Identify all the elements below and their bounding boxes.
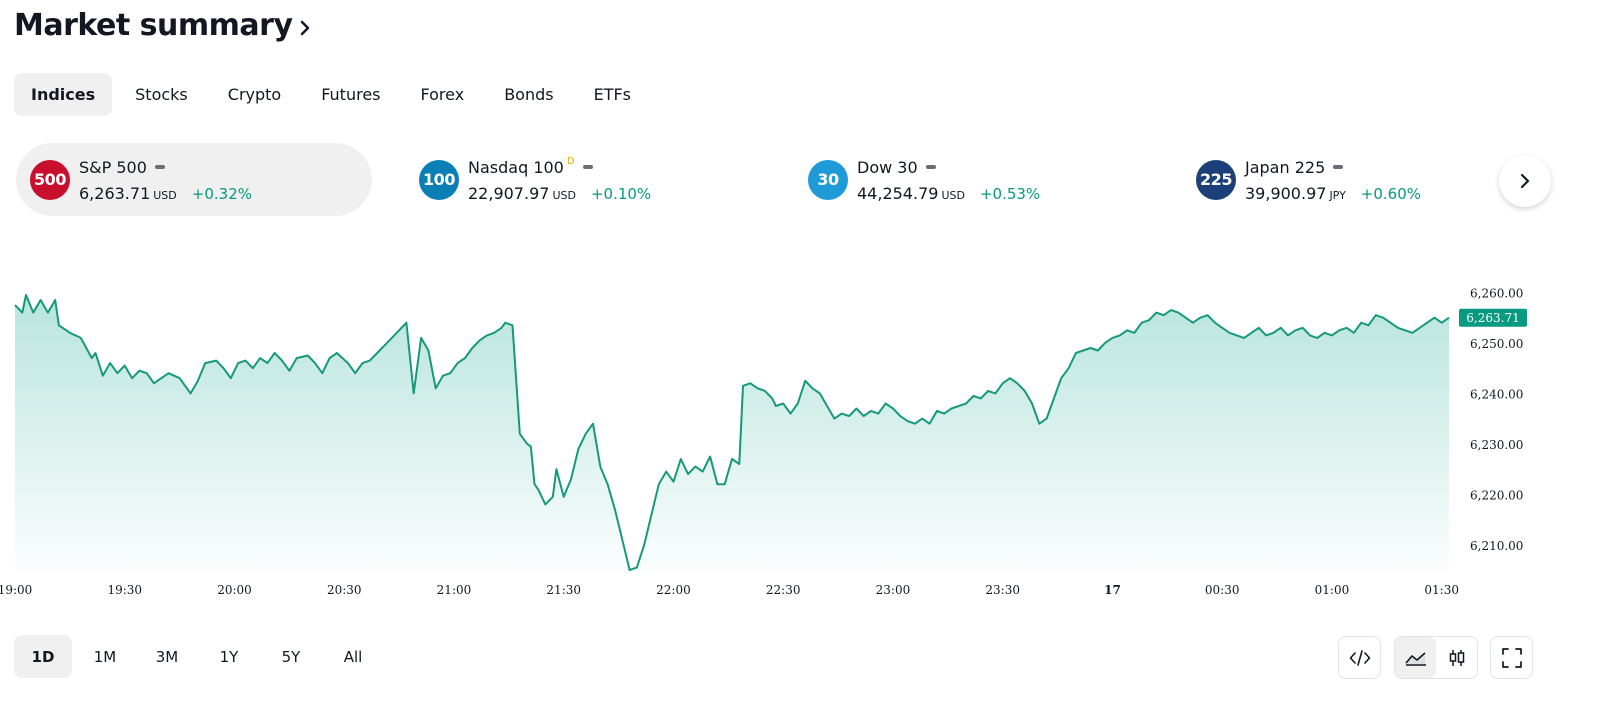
tab-forex[interactable]: Forex [420, 85, 465, 104]
area-chart-icon [1404, 651, 1426, 666]
ticker-change: +0.10% [590, 185, 652, 203]
market-status-icon [925, 165, 936, 169]
x-tick-label: 21:00 [437, 583, 472, 597]
x-tick-label: 23:30 [985, 583, 1020, 597]
y-tick-label: 6,240.00 [1470, 387, 1523, 401]
ticker-value: 44,254.79 [857, 184, 939, 203]
x-tick-label: 19:00 [0, 583, 32, 597]
tab-etfs[interactable]: ETFs [593, 85, 632, 104]
tab-futures[interactable]: Futures [321, 85, 381, 104]
delayed-badge: D [566, 155, 575, 167]
range-1m[interactable]: 1M [93, 647, 117, 666]
x-axis: 19:00 19:30 20:00 20:30 21:00 21:30 22:00 22:30… [0, 583, 1459, 597]
x-tick-label: 20:30 [327, 583, 362, 597]
x-tick-label: 20:00 [217, 583, 252, 597]
ticker-name: Nasdaq 100 [468, 157, 564, 177]
market-summary-title-link[interactable]: Market summary [14, 8, 311, 43]
ticker-dow30[interactable]: 30 Dow 30 44,254.79 USD +0.53% [794, 143, 1150, 216]
market-status-icon [154, 165, 165, 169]
x-tick-label: 21:30 [546, 583, 581, 597]
chart-type-toggle [1394, 636, 1478, 679]
range-1d[interactable]: 1D [14, 635, 72, 678]
candlestick-icon [1449, 649, 1464, 666]
price-area-fill [15, 295, 1449, 570]
embed-button[interactable] [1338, 636, 1381, 679]
ticker-currency: JPY [1329, 189, 1346, 202]
y-tick-label: 6,220.00 [1470, 488, 1523, 502]
range-5y[interactable]: 5Y [281, 647, 301, 666]
ticker-logo: 100 [419, 159, 459, 200]
ticker-logo: 30 [808, 159, 848, 200]
y-axis: 6,260.00 6,250.00 6,240.00 6,230.00 6,220.00… [1470, 286, 1523, 552]
ticker-nasdaq100[interactable]: 100 Nasdaq 100 D 22,907.97 USD +0.10% [405, 143, 761, 216]
ticker-name: Japan 225 [1245, 157, 1326, 177]
range-1y[interactable]: 1Y [219, 647, 239, 666]
range-all[interactable]: All [343, 647, 363, 666]
x-tick-label: 22:00 [656, 583, 691, 597]
fullscreen-button[interactable] [1490, 636, 1533, 679]
x-tick-label: 01:00 [1315, 583, 1350, 597]
ticker-change: +0.60% [1360, 185, 1422, 203]
x-tick-label: 22:30 [766, 583, 801, 597]
chevron-right-icon [1520, 173, 1530, 189]
ticker-currency: USD [941, 189, 965, 202]
x-tick-label: 00:30 [1205, 583, 1240, 597]
y-tick-label: 6,250.00 [1470, 337, 1523, 351]
range-selector: 1D 1M 3M 1Y 5Y All [14, 635, 386, 678]
x-tick-label: 19:30 [107, 583, 142, 597]
ticker-value: 22,907.97 [468, 184, 550, 203]
y-tick-label: 6,260.00 [1470, 286, 1523, 300]
current-price-tag-bg [1459, 308, 1527, 327]
price-chart: 6,260.00 6,250.00 6,240.00 6,230.00 6,220.00… [0, 230, 1600, 610]
page-title: Market summary [14, 8, 293, 43]
x-tick-label: 17 [1104, 583, 1121, 597]
ticker-name: Dow 30 [857, 157, 918, 177]
tab-bonds[interactable]: Bonds [504, 85, 554, 104]
ticker-strip: 500 S&P 500 6,263.71 USD +0.32% 100 Nasd… [14, 143, 1544, 216]
ticker-currency: USD [552, 189, 576, 202]
current-price-tag-text: 6,263.71 [1466, 311, 1519, 325]
tab-stocks[interactable]: Stocks [135, 85, 188, 104]
ticker-value: 6,263.71 [79, 184, 151, 203]
ticker-value: 39,900.97 [1245, 184, 1327, 203]
ticker-logo: 500 [30, 159, 70, 200]
next-tickers-button[interactable] [1499, 155, 1551, 207]
range-3m[interactable]: 3M [155, 647, 179, 666]
current-price-label: 6,263.71 [1459, 308, 1527, 327]
ticker-change: +0.32% [191, 185, 252, 203]
asset-class-tabs: Indices Stocks Crypto Futures Forex Bond… [14, 73, 654, 116]
area-chart-button[interactable] [1395, 637, 1436, 678]
y-tick-label: 6,230.00 [1470, 438, 1523, 452]
market-status-icon [1333, 165, 1344, 169]
tab-crypto[interactable]: Crypto [227, 85, 282, 104]
ticker-name: S&P 500 [79, 157, 147, 177]
tab-indices[interactable]: Indices [14, 73, 113, 116]
x-tick-label: 23:00 [876, 583, 911, 597]
ticker-change: +0.53% [979, 185, 1041, 203]
ticker-japan225[interactable]: 225 Japan 225 39,900.97 JPY +0.60% [1182, 143, 1538, 216]
price-line [14, 294, 1450, 571]
code-icon [1349, 649, 1370, 666]
ticker-currency: USD [153, 189, 177, 202]
y-tick-label: 6,210.00 [1470, 539, 1523, 553]
price-chart-svg[interactable]: 6,260.00 6,250.00 6,240.00 6,230.00 6,220.00… [0, 230, 1600, 610]
chevron-right-icon [300, 20, 309, 35]
x-tick-label: 01:30 [1424, 583, 1459, 597]
market-status-icon [582, 165, 593, 169]
candlestick-chart-button[interactable] [1436, 637, 1477, 678]
ticker-logo: 225 [1196, 159, 1236, 200]
fullscreen-icon [1501, 647, 1522, 668]
ticker-sp500[interactable]: 500 S&P 500 6,263.71 USD +0.32% [16, 143, 372, 216]
